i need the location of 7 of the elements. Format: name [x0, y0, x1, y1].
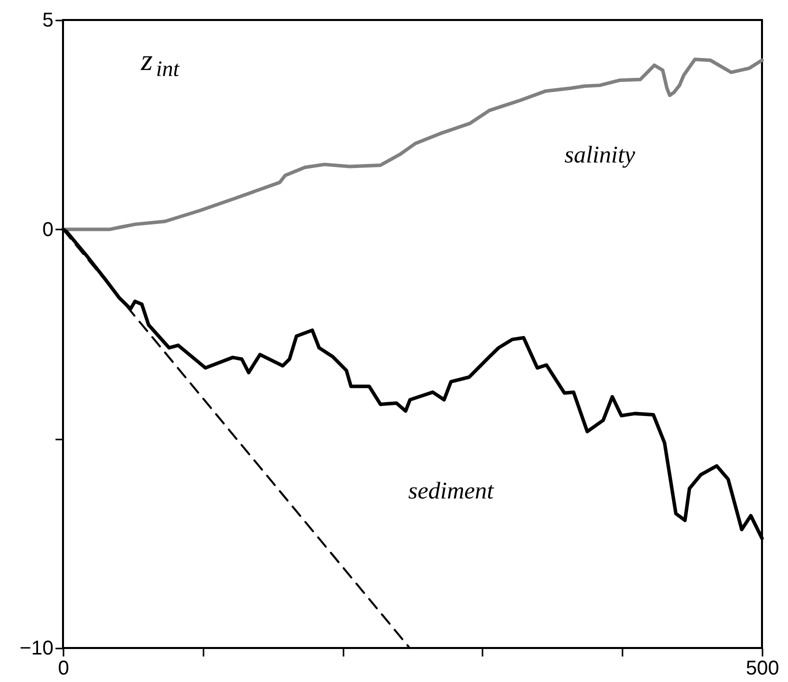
line-series: [61, 58, 764, 232]
x-tick-label: 500: [746, 658, 780, 680]
text: sediment: [408, 478, 495, 505]
y-tick-label: −10: [20, 638, 54, 660]
y-tick-label: 5: [42, 10, 54, 32]
text: salinity: [564, 142, 636, 168]
y-tick-label: 0: [42, 218, 54, 241]
